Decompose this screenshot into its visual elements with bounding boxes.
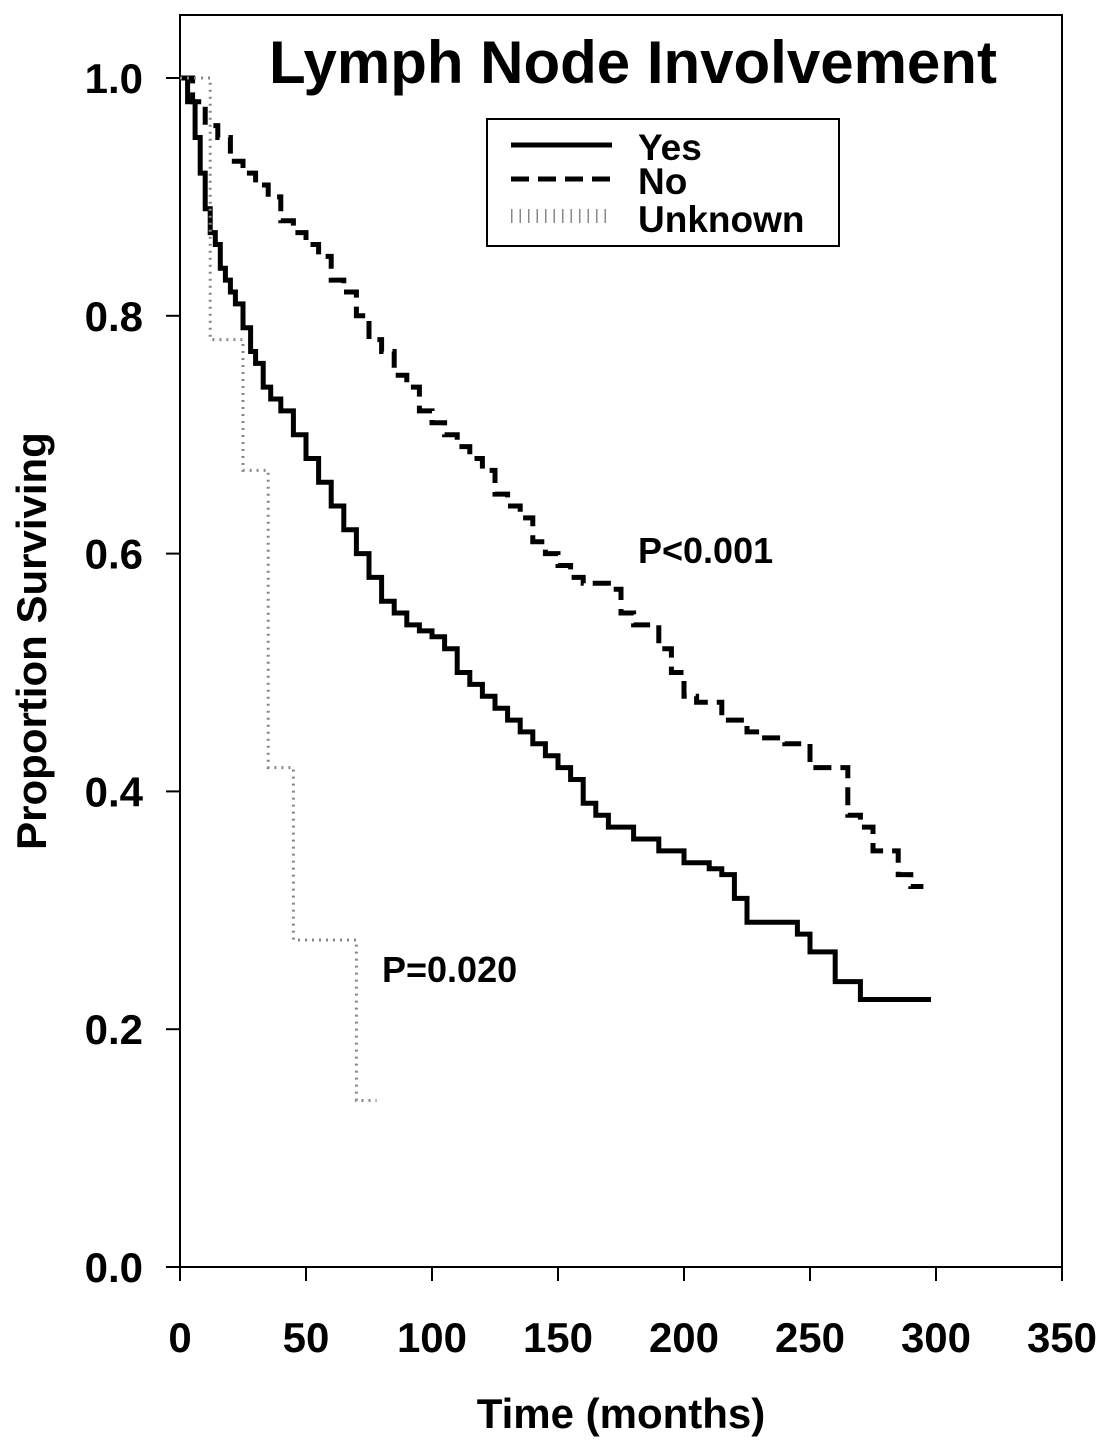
series-layer [180,75,931,1102]
y-tick-label: 0.2 [85,1006,143,1053]
legend: Yes No Unknown [486,118,840,247]
y-tick-label: 0.0 [85,1244,143,1291]
y-axis: 0.0 0.2 0.4 0.6 0.8 1.0 [85,55,180,1291]
x-tick-label: 0 [168,1314,191,1361]
x-tick-label: 150 [523,1314,593,1361]
x-axis-label: Time (months) [477,1390,766,1437]
chart-title: Lymph Node Involvement [269,29,997,96]
y-tick-label: 1.0 [85,55,143,102]
x-tick-label: 350 [1027,1314,1097,1361]
series-unknown-curve [180,76,377,1102]
x-tick-label: 250 [775,1314,845,1361]
annotation-p-unknown: P=0.020 [382,949,517,990]
x-axis: 0 50 100 150 200 250 300 350 [168,1267,1097,1361]
annotation-p-yes-vs-no: P<0.001 [638,530,773,571]
y-axis-label: Proportion Surviving [8,432,55,850]
series-yes-curve [180,75,931,1002]
plot-frame [179,14,1063,1268]
x-tick-label: 50 [283,1314,330,1361]
legend-label-unknown: Unknown [638,199,804,240]
y-tick-label: 0.8 [85,293,143,340]
x-tick-label: 100 [397,1314,467,1361]
y-tick-label: 0.4 [85,768,144,815]
y-tick-label: 0.6 [85,531,143,578]
legend-label-yes: Yes [638,127,702,168]
x-tick-label: 200 [649,1314,719,1361]
legend-label-no: No [638,161,687,202]
legend-box [486,118,840,247]
x-tick-label: 300 [901,1314,971,1361]
